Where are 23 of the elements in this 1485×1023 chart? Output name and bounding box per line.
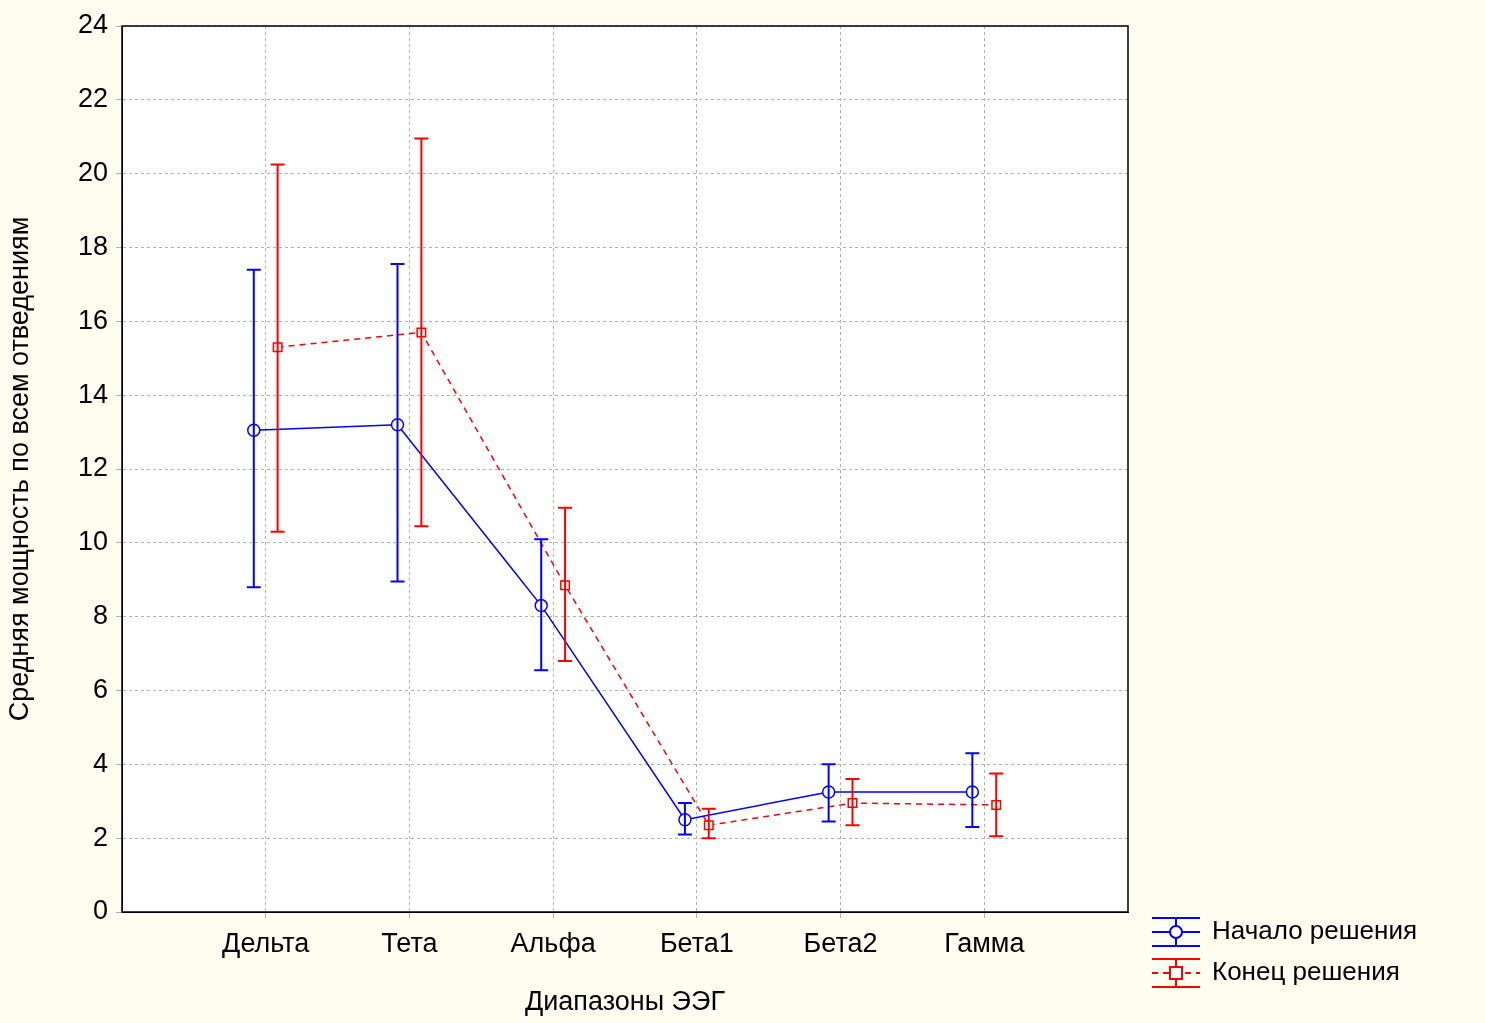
- x-tick-label: Тета: [381, 927, 439, 958]
- x-tick-label: Гамма: [944, 927, 1026, 958]
- y-tick-label: 16: [77, 304, 108, 335]
- y-tick-label: 18: [77, 230, 108, 261]
- x-tick-label: Бета2: [803, 927, 878, 958]
- x-tick-label: Бета1: [659, 927, 734, 958]
- y-tick-label: 22: [77, 83, 108, 114]
- x-tick-label: Дельта: [222, 927, 311, 958]
- x-tick-label: Альфа: [510, 927, 597, 958]
- y-tick-label: 4: [92, 747, 108, 778]
- x-axis-title: Диапазоны ЭЭГ: [524, 986, 726, 1017]
- y-tick-label: 24: [77, 9, 108, 40]
- legend-label: Конец решения: [1212, 956, 1400, 987]
- y-tick-label: 10: [77, 526, 108, 557]
- y-tick-label: 6: [92, 673, 108, 704]
- y-axis-title: Средняя мощность по всем отведениям: [3, 216, 34, 722]
- y-tick-label: 8: [92, 600, 108, 631]
- y-tick-label: 20: [77, 157, 108, 188]
- legend-label: Начало решения: [1212, 915, 1418, 946]
- y-tick-label: 0: [92, 895, 108, 926]
- y-tick-label: 14: [77, 378, 108, 409]
- y-tick-label: 2: [92, 821, 108, 852]
- y-tick-label: 12: [77, 452, 108, 483]
